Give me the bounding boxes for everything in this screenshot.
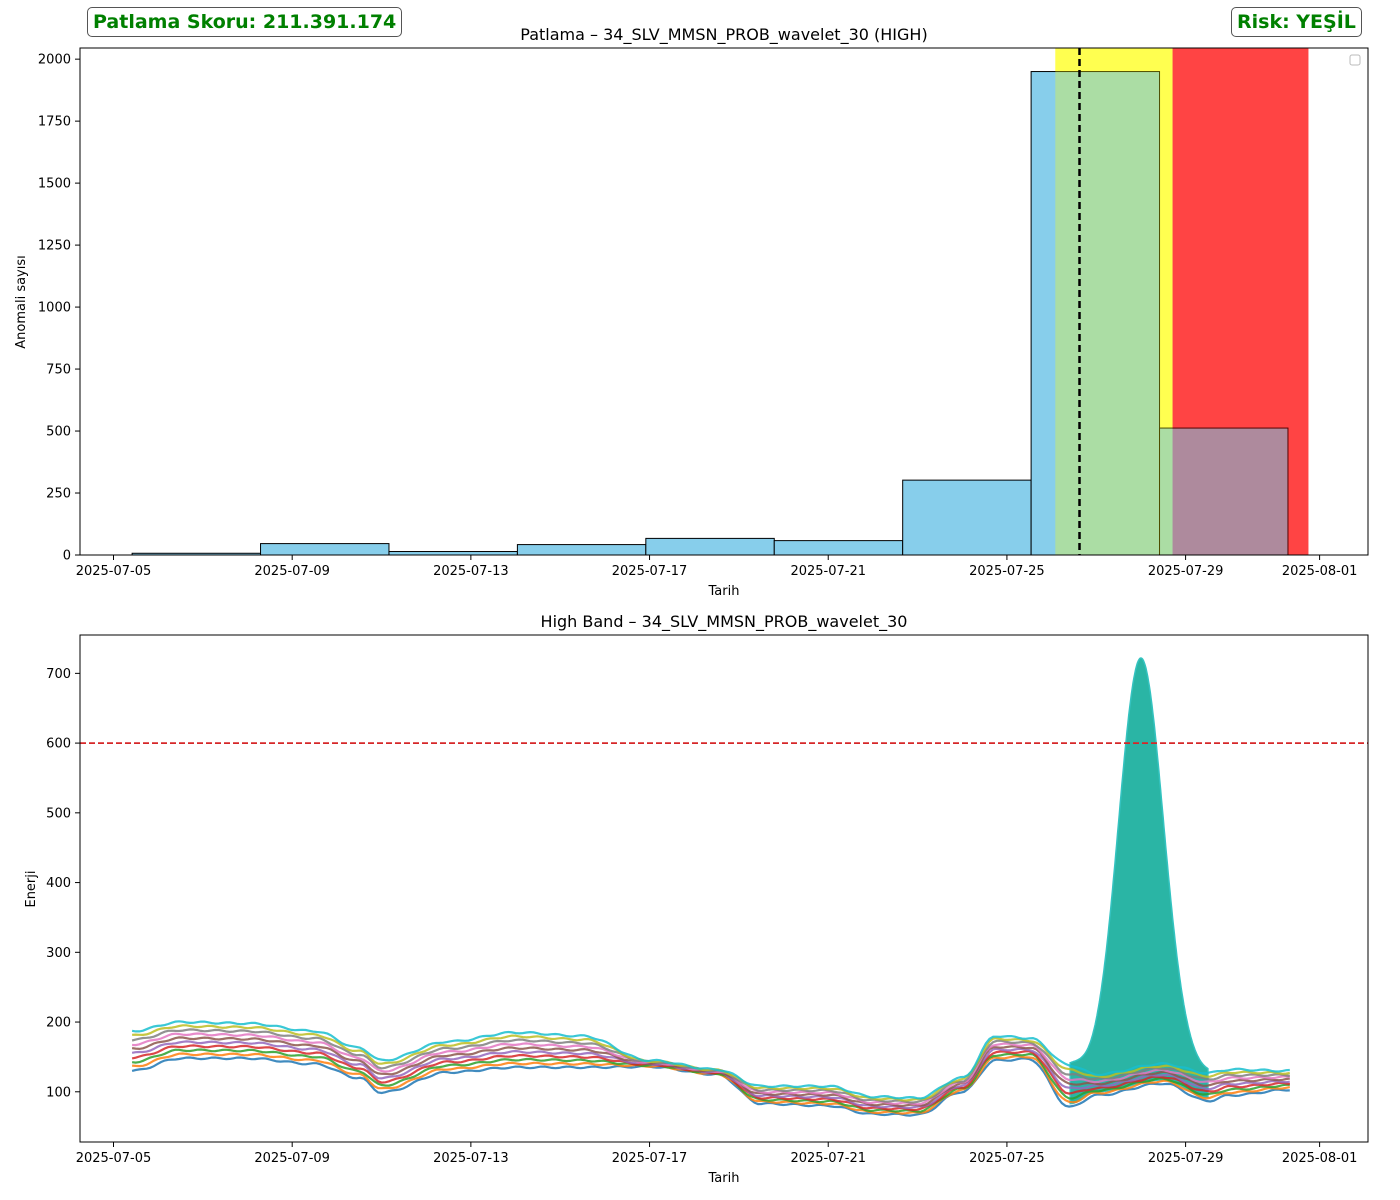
high-band-x-ticks: 2025-07-05 2025-07-09 2025-07-13 2025-07-17… xyxy=(76,1142,1358,1166)
y-tick-label: 200 xyxy=(46,1016,71,1031)
x-tick-label: 2025-07-09 xyxy=(254,1151,330,1166)
histogram-chart: Patlama – 34_SLV_MMSN_PROB_wavelet_30 (H… xyxy=(14,25,1369,599)
y-tick-label: 0 xyxy=(63,549,71,564)
x-tick-label: 2025-07-09 xyxy=(254,564,330,579)
score-badge: Patlama Skoru: 211.391.174 xyxy=(87,7,403,37)
x-tick-label: 2025-08-01 xyxy=(1282,1151,1358,1166)
histogram-bar xyxy=(1159,427,1289,556)
high-band-chart: High Band – 34_SLV_MMSN_PROB_wavelet_30 … xyxy=(24,612,1369,1186)
energy-series-line xyxy=(131,1020,1290,1100)
y-tick-label: 300 xyxy=(46,946,71,961)
x-tick-label: 2025-07-05 xyxy=(76,564,152,579)
x-tick-label: 2025-07-25 xyxy=(969,1151,1045,1166)
y-tick-label: 1000 xyxy=(38,301,71,316)
y-tick-label: 1500 xyxy=(38,177,71,192)
energy-series-line xyxy=(131,1056,1290,1117)
y-tick-label: 1750 xyxy=(38,115,71,130)
x-tick-label: 2025-07-29 xyxy=(1148,564,1224,579)
peak-area xyxy=(1069,657,1209,1105)
high-band-series xyxy=(131,1020,1291,1117)
histogram-y-label: Anomali sayısı xyxy=(14,255,29,349)
x-tick-label: 2025-07-17 xyxy=(612,564,688,579)
energy-series-line xyxy=(131,1028,1290,1104)
high-band-y-label: Enerji xyxy=(24,870,39,907)
high-band-plot-frame xyxy=(79,634,1369,1143)
x-tick-label: 2025-07-13 xyxy=(433,1151,509,1166)
energy-series-line xyxy=(131,1044,1290,1112)
histogram-bar xyxy=(388,551,518,556)
x-tick-label: 2025-07-21 xyxy=(790,1151,866,1166)
y-tick-label: 750 xyxy=(46,363,71,378)
y-tick-label: 500 xyxy=(46,806,71,821)
histogram-title: Patlama – 34_SLV_MMSN_PROB_wavelet_30 (H… xyxy=(520,25,927,45)
y-tick-label: 400 xyxy=(46,876,71,891)
histogram-bar xyxy=(645,537,775,556)
x-tick-label: 2025-07-29 xyxy=(1148,1151,1224,1166)
y-tick-label: 700 xyxy=(46,667,71,682)
histogram-bar xyxy=(773,540,904,556)
y-tick-label: 600 xyxy=(46,737,71,752)
risk-span-overlay xyxy=(1055,48,1173,555)
histogram-bars xyxy=(131,48,1309,556)
x-tick-label: 2025-07-05 xyxy=(76,1151,152,1166)
histogram-bar xyxy=(260,543,390,556)
histogram-bar xyxy=(902,479,1032,556)
x-tick-label: 2025-07-21 xyxy=(790,564,866,579)
high-band-y-ticks: 100 200 300 400 500 600 700 xyxy=(46,667,80,1100)
score-label: Patlama Skoru: 211.391.174 xyxy=(93,11,397,33)
y-tick-label: 500 xyxy=(46,425,71,440)
histogram-x-ticks: 2025-07-05 2025-07-09 2025-07-13 2025-07-17… xyxy=(76,555,1358,579)
y-tick-label: 250 xyxy=(46,487,71,502)
histogram-plot-frame xyxy=(79,47,1369,556)
y-tick-label: 100 xyxy=(46,1085,71,1100)
risk-badge: Risk: YEŞİL xyxy=(1231,7,1362,37)
histogram-y-ticks: 0 250 500 750 1000 1250 1500 1750 2000 xyxy=(38,53,80,564)
high-band-title: High Band – 34_SLV_MMSN_PROB_wavelet_30 xyxy=(541,612,908,632)
x-tick-label: 2025-07-13 xyxy=(433,564,509,579)
risk-label: Risk: YEŞİL xyxy=(1237,11,1356,33)
y-tick-label: 1250 xyxy=(38,239,71,254)
histogram-bar xyxy=(516,544,647,556)
x-tick-label: 2025-07-25 xyxy=(969,564,1045,579)
risk-span-overlay xyxy=(1172,48,1309,555)
x-tick-label: 2025-08-01 xyxy=(1282,564,1358,579)
y-tick-label: 2000 xyxy=(38,53,71,68)
high-band-peak xyxy=(1069,657,1209,1105)
legend-box xyxy=(1349,54,1361,66)
high-band-x-label: Tarih xyxy=(708,1171,740,1186)
histogram-x-label: Tarih xyxy=(708,584,740,599)
x-tick-label: 2025-07-17 xyxy=(612,1151,688,1166)
histogram-bar xyxy=(1030,71,1161,556)
